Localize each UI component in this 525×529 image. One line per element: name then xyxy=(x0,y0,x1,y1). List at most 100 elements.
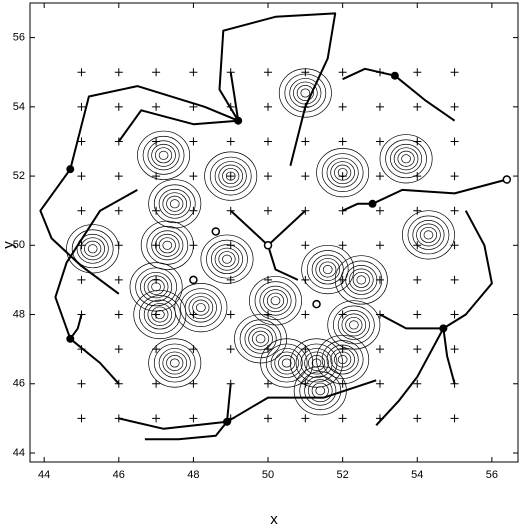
start-point xyxy=(77,379,86,388)
trajectory xyxy=(144,421,228,441)
trajectory xyxy=(375,327,445,426)
contour-ring xyxy=(222,168,240,185)
trajectory xyxy=(394,74,456,122)
contour-ring xyxy=(296,85,314,101)
start-point xyxy=(77,275,86,284)
y-tick-label: 54 xyxy=(13,101,25,113)
contour-ring xyxy=(352,271,370,288)
contour-ring xyxy=(327,300,381,350)
contour-ring xyxy=(326,344,359,375)
contour-ring xyxy=(80,237,105,261)
start-point xyxy=(450,206,459,215)
contour-ring xyxy=(334,164,352,181)
start-point xyxy=(413,137,422,146)
x-tick-label: 54 xyxy=(411,469,423,481)
start-point xyxy=(264,310,273,319)
start-point xyxy=(77,414,86,423)
contour-ring xyxy=(397,150,415,167)
contour-ring xyxy=(162,192,188,216)
contour-ring xyxy=(209,156,252,196)
contour-ring xyxy=(315,258,341,281)
start-point xyxy=(301,275,310,284)
sink xyxy=(66,334,75,343)
contour-ring xyxy=(299,371,342,411)
trajectory xyxy=(379,313,444,330)
contour-ring xyxy=(390,143,423,174)
contour-ring xyxy=(401,154,411,164)
start-point xyxy=(301,241,310,250)
start-point xyxy=(413,275,422,284)
contour-ring xyxy=(393,147,419,171)
start-point xyxy=(152,310,161,319)
contour-ring xyxy=(254,281,297,321)
trajectory xyxy=(442,210,493,330)
contour-ring xyxy=(84,240,102,257)
contour-ring xyxy=(265,343,308,383)
sink xyxy=(439,324,448,333)
start-point xyxy=(264,275,273,284)
start-point xyxy=(152,241,161,250)
start-point xyxy=(375,206,384,215)
start-point xyxy=(450,345,459,354)
contour-ring xyxy=(162,351,188,375)
start-point xyxy=(375,137,384,146)
contour-ring xyxy=(225,171,236,181)
start-point xyxy=(114,102,123,111)
start-point xyxy=(77,206,86,215)
start-point xyxy=(413,310,422,319)
contour-ring xyxy=(87,244,98,254)
contour-ring xyxy=(248,327,273,351)
start-point xyxy=(375,310,384,319)
contour-ring xyxy=(300,88,311,98)
trajectory xyxy=(218,12,337,166)
start-point xyxy=(114,172,123,181)
start-point xyxy=(450,414,459,423)
start-point xyxy=(264,345,273,354)
start-point xyxy=(264,172,273,181)
contour-ring xyxy=(334,255,388,305)
start-point xyxy=(338,310,347,319)
trajectory xyxy=(230,209,269,247)
contour-ring xyxy=(169,358,180,368)
contour-ring xyxy=(244,323,277,354)
start-point xyxy=(189,345,198,354)
contour-ring xyxy=(143,299,176,330)
contour-ring xyxy=(306,250,349,289)
contour-ring xyxy=(140,271,173,302)
trajectory xyxy=(117,109,239,143)
trajectory xyxy=(229,72,240,121)
contour-ring xyxy=(379,134,433,184)
contour-ring xyxy=(385,139,427,179)
trajectory xyxy=(54,189,138,340)
trajectory xyxy=(442,328,456,385)
contour-ring xyxy=(151,230,184,261)
x-axis-label: x xyxy=(270,511,278,528)
trajectory xyxy=(372,178,508,205)
saddle xyxy=(211,227,221,236)
contour-ring xyxy=(330,161,355,185)
y-tick-label: 44 xyxy=(13,447,25,459)
contour-ring xyxy=(214,247,240,271)
start-point xyxy=(264,102,273,111)
contour-ring xyxy=(356,275,367,285)
contour-ring xyxy=(301,244,355,295)
start-point xyxy=(264,414,273,423)
contour-ring xyxy=(162,240,173,250)
start-point xyxy=(413,345,422,354)
contour-ring xyxy=(158,348,191,378)
contour-ring xyxy=(206,239,248,279)
contour-ring xyxy=(200,234,254,284)
start-point xyxy=(114,206,123,215)
start-point xyxy=(450,310,459,319)
start-point xyxy=(264,379,273,388)
y-tick-label: 52 xyxy=(13,170,25,182)
start-point xyxy=(77,172,86,181)
start-point xyxy=(450,241,459,250)
contour-ring xyxy=(412,220,445,250)
plot-layer xyxy=(39,12,512,441)
x-tick-label: 46 xyxy=(113,469,125,481)
contour-ring xyxy=(341,313,367,337)
trajectory xyxy=(226,379,377,423)
contour-ring xyxy=(419,226,438,243)
contour-ring xyxy=(188,296,214,320)
